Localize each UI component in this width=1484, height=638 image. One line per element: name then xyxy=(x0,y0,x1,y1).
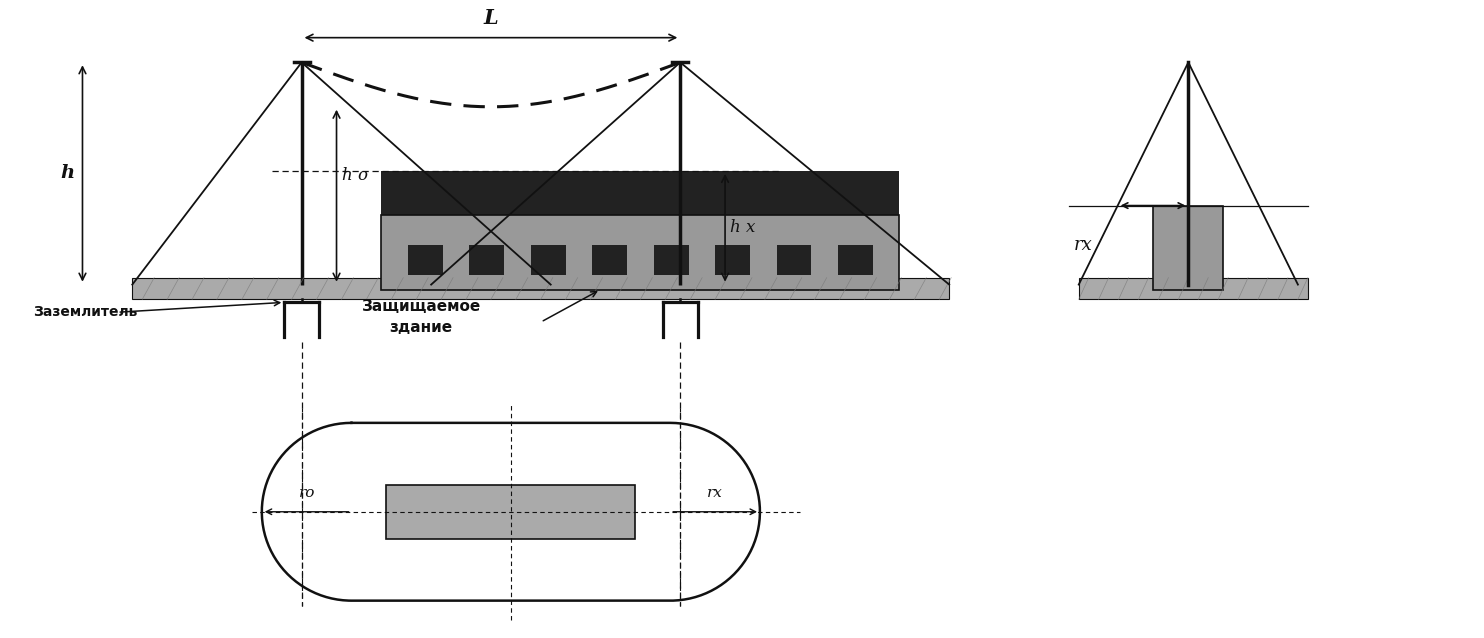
Bar xyxy=(386,485,635,539)
Text: h x: h x xyxy=(730,219,755,236)
Bar xyxy=(715,245,749,275)
Bar xyxy=(1153,205,1223,290)
Text: Защищаемое: Защищаемое xyxy=(362,299,481,315)
Bar xyxy=(381,216,899,290)
Text: h o: h o xyxy=(341,167,368,184)
Bar xyxy=(381,171,899,216)
Bar xyxy=(469,245,505,275)
Bar xyxy=(408,245,442,275)
Bar xyxy=(653,245,689,275)
Text: rx: rx xyxy=(1074,236,1092,254)
Text: L: L xyxy=(484,8,499,28)
Bar xyxy=(132,278,950,299)
Text: h: h xyxy=(61,165,74,182)
Bar xyxy=(1079,278,1307,299)
Bar xyxy=(838,245,873,275)
Text: здание: здание xyxy=(390,320,453,335)
Bar xyxy=(531,245,565,275)
Bar xyxy=(776,245,812,275)
Text: ro: ro xyxy=(298,486,315,500)
Text: rx: rx xyxy=(708,486,723,500)
Text: Заземлитель: Заземлитель xyxy=(33,305,137,319)
Bar xyxy=(592,245,628,275)
